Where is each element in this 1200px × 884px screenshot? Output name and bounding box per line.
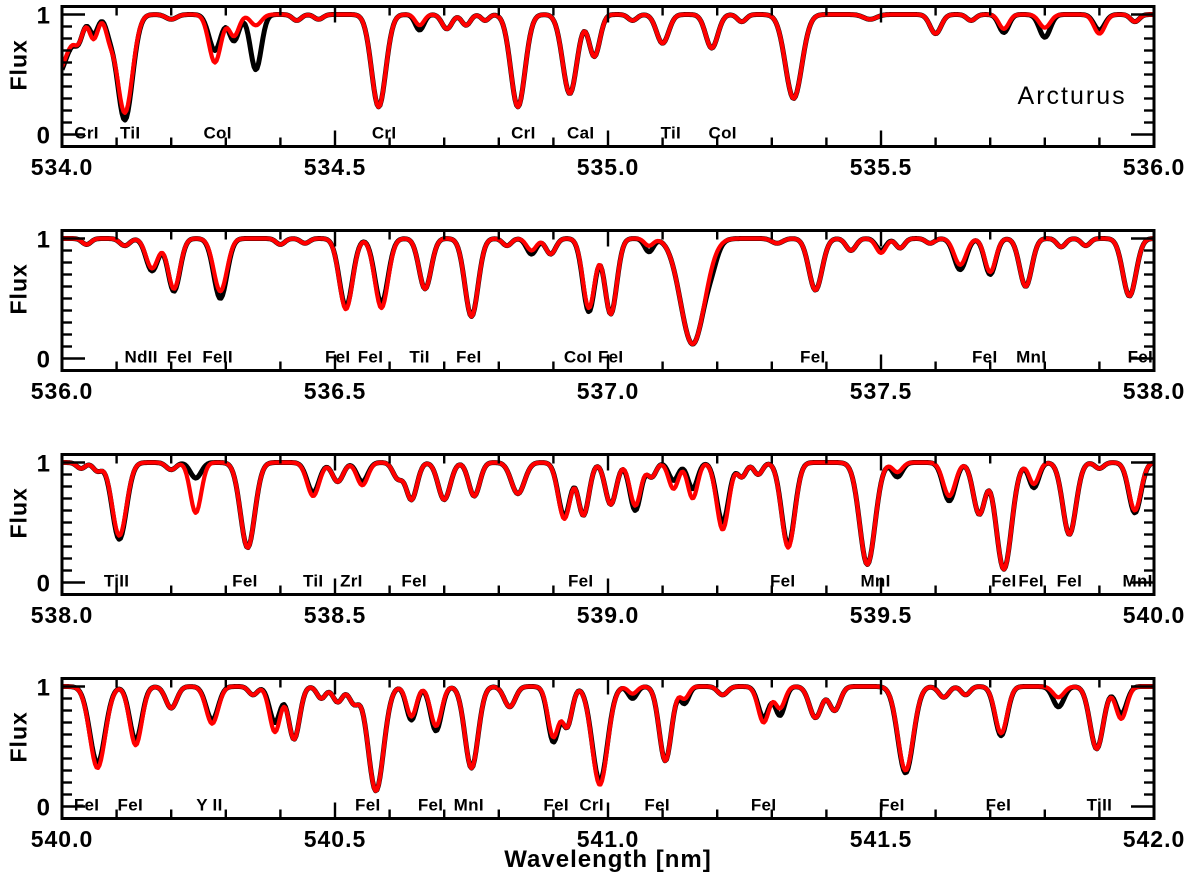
observed-spectrum-curve xyxy=(63,460,1153,572)
x-tick-label: 541.0 xyxy=(577,826,640,852)
element-line-label: FeI xyxy=(1128,348,1153,367)
y-tick-label: 1 xyxy=(37,677,50,702)
synthetic-spectrum-curve xyxy=(63,684,1153,793)
spectrum-panel-3: 1 0 538.0 538.5 539.0 539.5 540.0 TiII FeI TiI ZrI… xyxy=(31,453,1186,628)
element-line-label: FeI xyxy=(456,348,481,367)
x-tick-label: 536.5 xyxy=(304,378,367,404)
element-line-label: FeI xyxy=(1018,572,1043,591)
x-tick-label: 539.5 xyxy=(850,602,913,628)
element-line-label: FeI xyxy=(232,572,257,591)
y-tick-label: 1 xyxy=(37,453,50,478)
synthetic-spectrum-curve xyxy=(63,236,1153,347)
element-line-label: MnI xyxy=(1016,348,1046,367)
x-tick-label: 535.5 xyxy=(850,154,913,180)
element-line-label: CrI xyxy=(74,124,99,143)
plot-frame xyxy=(60,229,1156,372)
y-tick-label: 0 xyxy=(37,123,50,150)
x-tick-label: 541.5 xyxy=(850,826,913,852)
plot-frame xyxy=(60,5,1156,148)
y-axis-title-panel-1: Flux xyxy=(5,39,32,91)
plot-frame xyxy=(60,677,1156,820)
element-line-label: CoI xyxy=(203,124,231,143)
element-line-label: CrI xyxy=(372,124,397,143)
y-tick-label: 0 xyxy=(37,571,50,598)
element-line-label: TiI xyxy=(120,124,140,143)
x-tick-label: 537.5 xyxy=(850,378,913,404)
spectrum-panel-4: 1 0 540.0 540.5 541.0 541.5 542.0 FeI FeI Y II FeI… xyxy=(31,677,1186,852)
synthetic-spectrum-curve xyxy=(63,460,1153,572)
element-line-label: FeI xyxy=(751,796,776,815)
spectrum-panel-1: 1 0 534.0 534.5 535.0 535.5 536.0 CrI TiI CoI CrI C… xyxy=(31,5,1186,180)
element-line-label: MnI xyxy=(860,572,890,591)
element-line-label: FeI xyxy=(325,348,350,367)
element-line-label: MnI xyxy=(454,796,484,815)
element-line-label: FeI xyxy=(167,348,192,367)
element-line-label: FeI xyxy=(644,796,669,815)
element-line-label: ZrI xyxy=(340,572,363,591)
element-line-label: TiI xyxy=(661,124,681,143)
element-line-label: FeI xyxy=(986,796,1011,815)
y-axis-title-panel-2: Flux xyxy=(5,263,32,315)
element-line-label: FeI xyxy=(74,796,99,815)
element-line-label: FeI xyxy=(770,572,795,591)
element-line-label: FeI xyxy=(355,796,380,815)
x-tick-label: 535.0 xyxy=(577,154,640,180)
element-line-label: FeI xyxy=(418,796,443,815)
star-name-annotation: Arcturus xyxy=(1017,82,1127,111)
x-tick-label: 538.0 xyxy=(1123,378,1186,404)
element-line-label: CrI xyxy=(511,124,536,143)
element-line-label: CoI xyxy=(564,348,592,367)
element-line-label: FeI xyxy=(879,796,904,815)
element-line-label: FeI xyxy=(598,348,623,367)
element-line-label: TiII xyxy=(1087,796,1112,815)
element-line-label: NdII xyxy=(125,348,158,367)
x-tick-label: 540.0 xyxy=(31,826,94,852)
element-line-label: TiI xyxy=(303,572,323,591)
element-line-label: FeI xyxy=(972,348,997,367)
element-line-label: CoI xyxy=(709,124,737,143)
element-line-label: FeI xyxy=(358,348,383,367)
x-tick-label: 538.0 xyxy=(31,602,94,628)
element-line-label: Y II xyxy=(196,796,222,815)
x-tick-label: 536.0 xyxy=(31,378,94,404)
x-tick-label: 540.0 xyxy=(1123,602,1186,628)
plot-frame xyxy=(60,453,1156,596)
x-tick-label: 536.0 xyxy=(1123,154,1186,180)
element-line-label: FeI xyxy=(401,572,426,591)
element-line-label: FeI xyxy=(568,572,593,591)
y-tick-label: 0 xyxy=(37,795,50,822)
element-line-label: TiII xyxy=(104,572,129,591)
x-tick-label: 540.5 xyxy=(304,826,367,852)
x-tick-label: 538.5 xyxy=(304,602,367,628)
x-tick-label: 539.0 xyxy=(577,602,640,628)
element-line-label: FeI xyxy=(800,348,825,367)
element-line-label: FeII xyxy=(202,348,233,367)
x-tick-label: 537.0 xyxy=(577,378,640,404)
observed-spectrum-curve xyxy=(63,236,1153,347)
element-line-label: FeI xyxy=(1057,572,1082,591)
y-axis-title-panel-4: Flux xyxy=(5,711,32,763)
y-tick-label: 1 xyxy=(37,229,50,254)
spectrum-panel-2: 1 0 536.0 536.5 537.0 537.5 538.0 NdII FeI FeII Fe… xyxy=(31,229,1186,404)
element-line-label: MnI xyxy=(1123,572,1153,591)
x-tick-label: 534.0 xyxy=(31,154,94,180)
element-line-label: FeI xyxy=(543,796,568,815)
x-axis-title: Wavelength [nm] xyxy=(504,846,712,873)
element-line-label: CrI xyxy=(579,796,604,815)
y-tick-label: 0 xyxy=(37,347,50,374)
element-line-label: CaI xyxy=(567,124,594,143)
element-line-label: FeI xyxy=(118,796,143,815)
x-tick-label: 534.5 xyxy=(304,154,367,180)
x-tick-label: 542.0 xyxy=(1123,826,1186,852)
element-line-label: FeI xyxy=(991,572,1016,591)
element-line-label: TiI xyxy=(409,348,429,367)
y-axis-title-panel-3: Flux xyxy=(5,487,32,539)
y-tick-label: 1 xyxy=(37,5,50,30)
